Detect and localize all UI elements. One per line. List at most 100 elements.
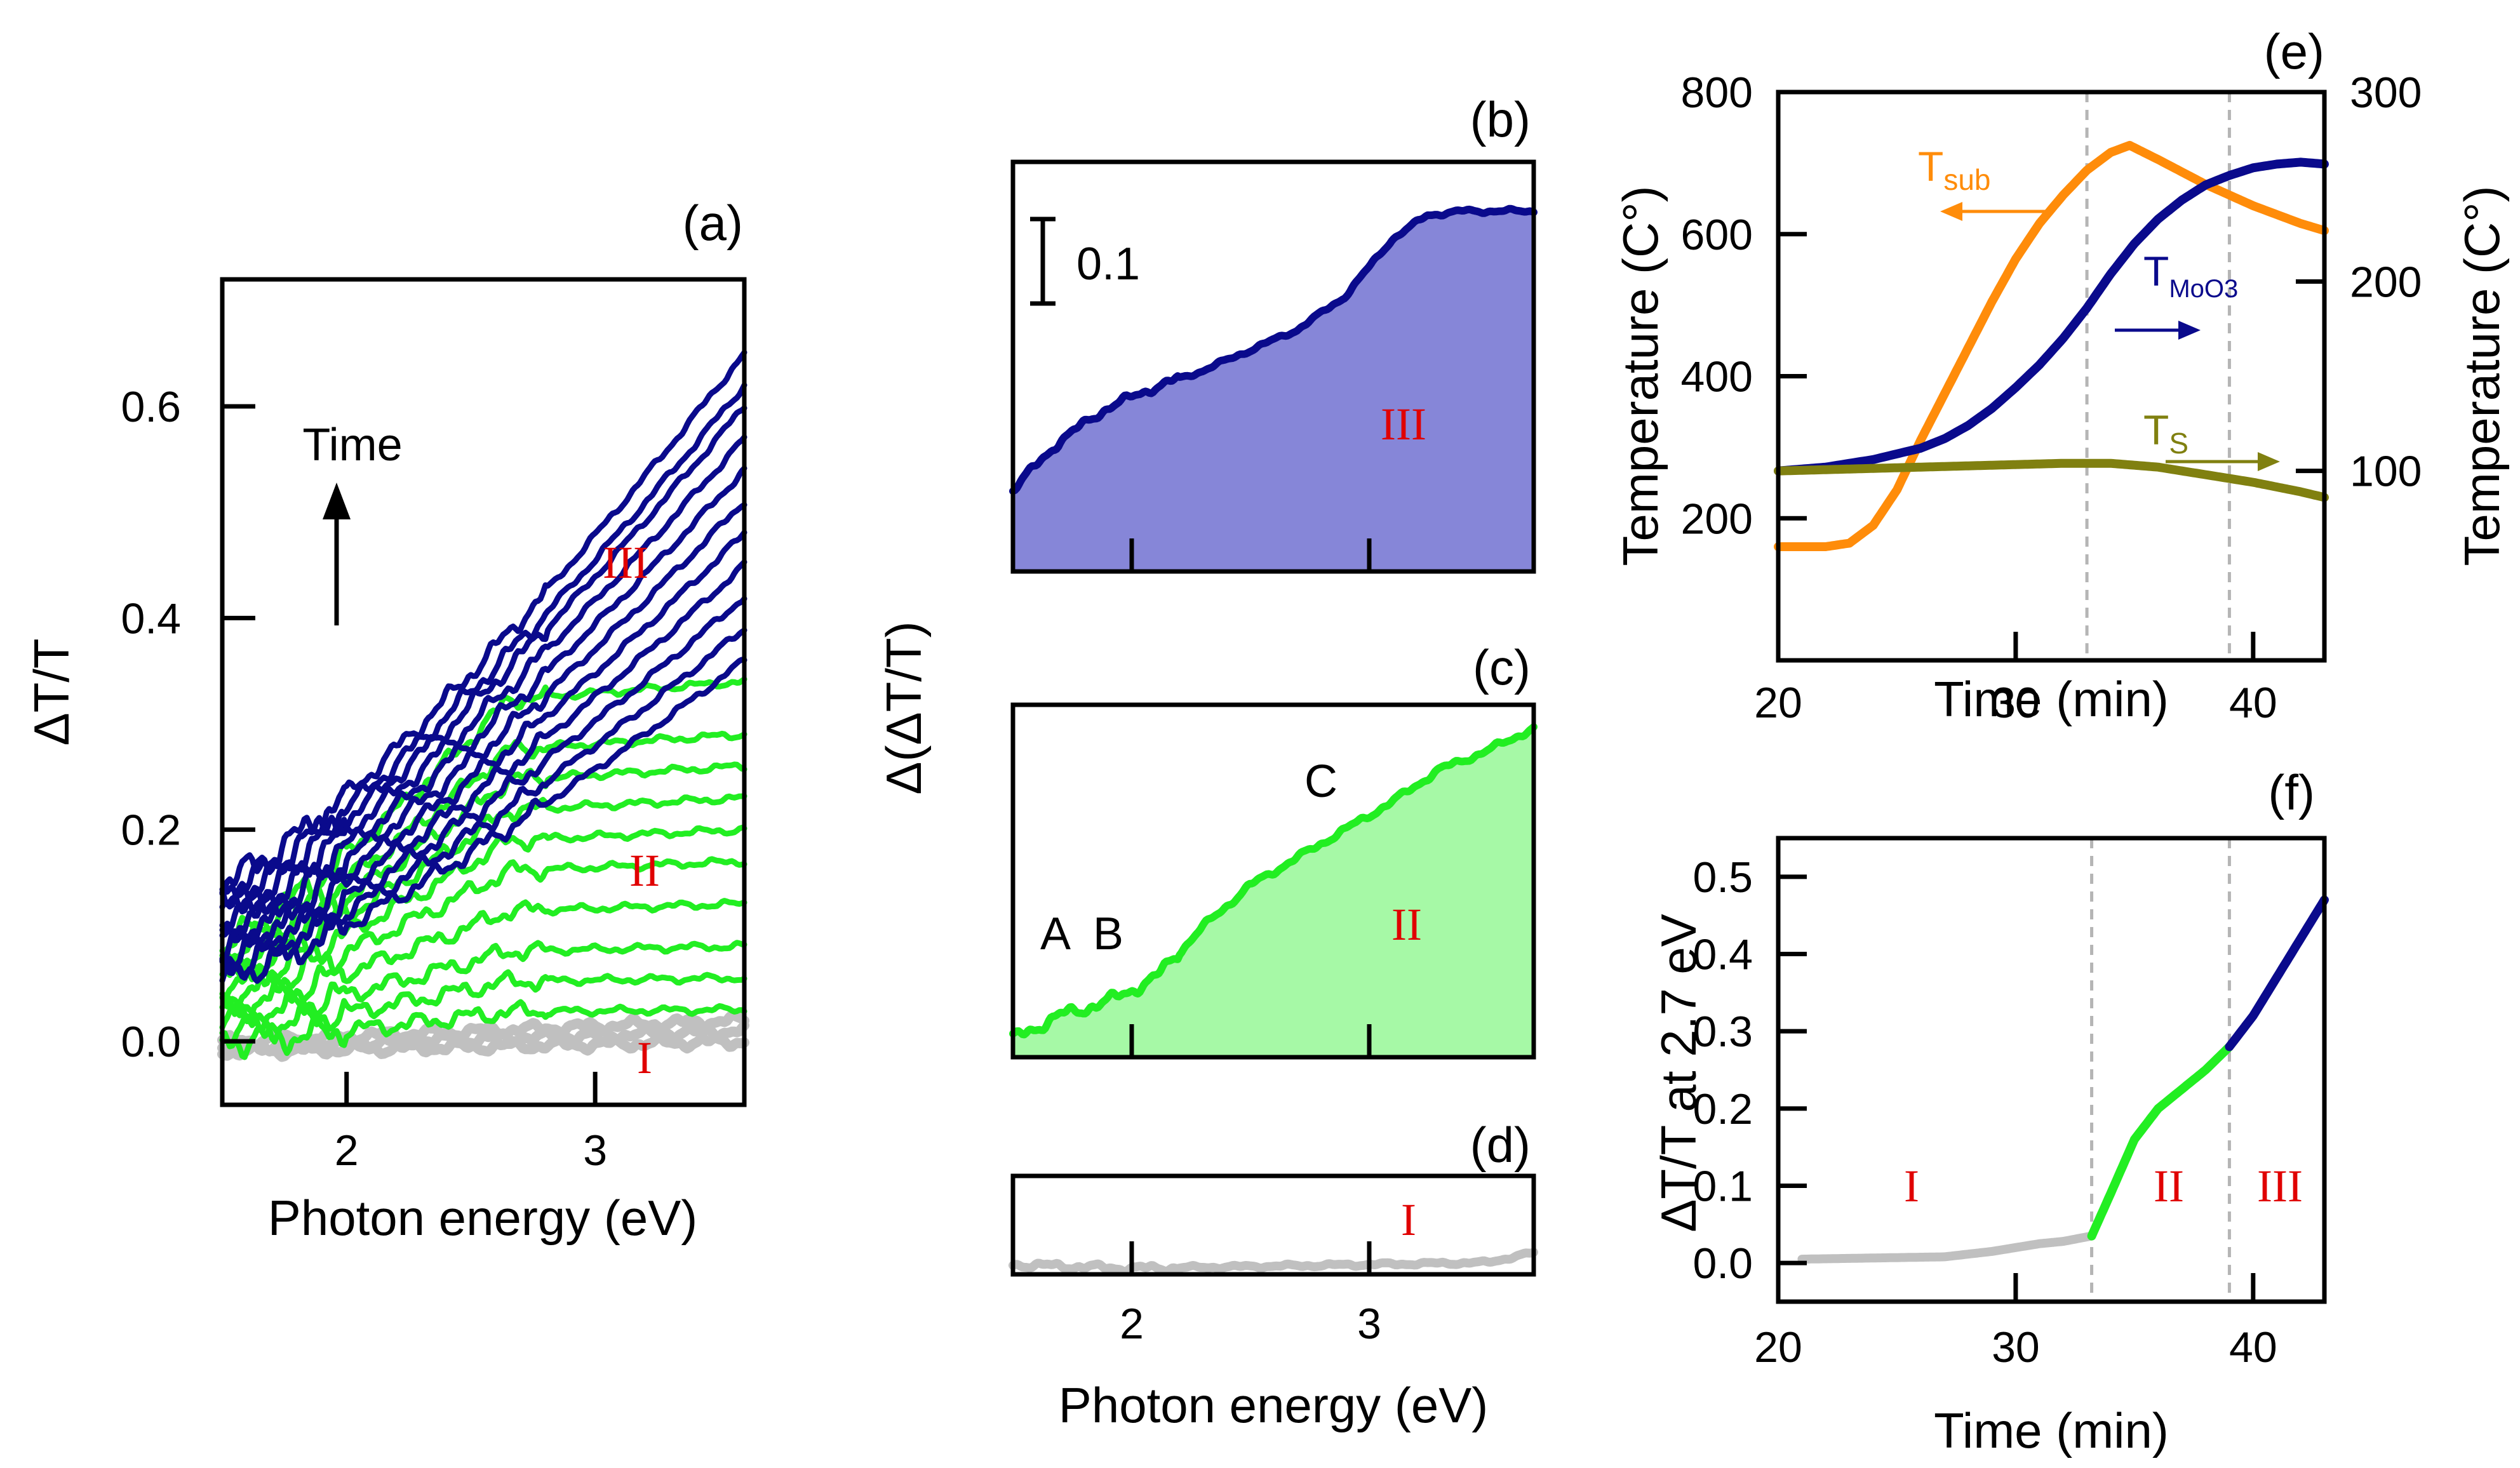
panel-f-frame bbox=[1776, 836, 2327, 1304]
panel-e-series-s bbox=[1774, 458, 2329, 502]
panel-e-ticks: 20 30 40 200 400 600 800 100 200 300 bbox=[1681, 69, 2422, 727]
panel-a-curve-ii-3 bbox=[219, 940, 747, 1034]
panel-f-xlabel: Time (min) bbox=[1934, 1403, 2169, 1458]
panel-b-annotation: III bbox=[1381, 399, 1426, 450]
panel-f-ytick-label: 0.3 bbox=[1692, 1008, 1753, 1056]
panel-f-annotation-iii: III bbox=[2257, 1161, 2303, 1211]
ts-arrow-head bbox=[2258, 452, 2280, 471]
panel-e-ytick-right-label: 200 bbox=[2350, 258, 2422, 306]
panel-e: 20 30 40 200 400 600 800 100 200 300 (e) Time (mi… bbox=[1612, 23, 2510, 727]
panel-e-xtick-label: 30 bbox=[1992, 679, 2040, 727]
panel-f-label: (f) bbox=[2268, 764, 2315, 820]
panel-a-curve-iii-1 bbox=[219, 657, 747, 984]
panel-a-curve-iii-7 bbox=[219, 465, 747, 938]
panel-f-annotation-ii: II bbox=[2154, 1161, 2184, 1211]
panel-e-curves bbox=[1774, 140, 2329, 551]
panels-bcd-ylabel: Δ(ΔT/T) bbox=[876, 621, 932, 794]
panel-e-xtick-label: 20 bbox=[1754, 679, 1802, 727]
panel-f-ytick-label: 0.0 bbox=[1692, 1239, 1753, 1288]
panel-b: (b) 0.1 III bbox=[1009, 91, 1538, 574]
panel-e-series-sub bbox=[1774, 140, 2329, 551]
panel-f-ytick-label: 0.1 bbox=[1692, 1163, 1753, 1211]
panel-e-label: (e) bbox=[2264, 23, 2324, 79]
panel-e-dashed-lines bbox=[2085, 92, 2231, 660]
panel-e-xlabel: Time (min) bbox=[1934, 671, 2169, 727]
panel-a-annotation-iii: III bbox=[603, 537, 648, 588]
peak-b-label: B bbox=[1093, 909, 1123, 959]
panel-f-series-iii bbox=[2225, 895, 2329, 1051]
panel-e-ytick-left-label: 600 bbox=[1681, 211, 1753, 259]
panel-a: 2 3 0.0 0.2 0.4 0.6 (a) Photon energy (eV) ΔT… bbox=[23, 195, 749, 1246]
panel-f-ylabel: ΔT/T at 2.7 eV bbox=[1651, 914, 1706, 1232]
panel-d-annotation: I bbox=[1401, 1194, 1416, 1245]
peak-a-label: A bbox=[1040, 909, 1071, 959]
panel-a-xtick-label: 3 bbox=[583, 1126, 607, 1175]
panel-c: (c) A B C II bbox=[1009, 639, 1538, 1060]
panel-c-area bbox=[1013, 726, 1534, 1057]
panel-f: 20 30 400.00.10.20.30.40.5 (f) Time (min) … bbox=[1651, 764, 2329, 1458]
panel-a-ytick-label: 0.0 bbox=[121, 1018, 181, 1066]
panel-a-xlabel: Photon energy (eV) bbox=[268, 1190, 697, 1246]
panel-e-ytick-left-label: 200 bbox=[1681, 495, 1753, 543]
panel-b-curve bbox=[1009, 204, 1538, 495]
panel-a-ticks: 2 3 0.0 0.2 0.4 0.6 bbox=[121, 383, 607, 1175]
panel-a-curve-iii-2 bbox=[219, 627, 747, 978]
tmoo3-label: TMoO3 bbox=[2143, 248, 2238, 303]
panel-d-frame bbox=[1010, 1173, 1536, 1277]
panel-a-annotation-ii: II bbox=[629, 845, 660, 896]
panel-c-frame bbox=[1010, 702, 1536, 1060]
panel-e-xtick-label: 40 bbox=[2229, 679, 2277, 727]
panel-a-curve-iii-4 bbox=[219, 559, 747, 962]
panel-a-annotation-i: I bbox=[637, 1032, 652, 1083]
peak-c-label: C bbox=[1304, 756, 1337, 807]
panel-b-frame bbox=[1010, 159, 1536, 574]
panel-d-label: (d) bbox=[1470, 1117, 1531, 1173]
panel-a-curve-i-3 bbox=[217, 1010, 749, 1051]
tsub-arrow-head bbox=[1940, 202, 1962, 221]
panel-a-curve-i-2 bbox=[217, 1020, 749, 1057]
panel-f-dashed-lines bbox=[2090, 838, 2231, 1302]
panel-f-xtick-label: 40 bbox=[2229, 1323, 2277, 1371]
panel-a-ylabel: ΔT/T bbox=[23, 638, 79, 745]
panel-f-ytick-label: 0.4 bbox=[1692, 931, 1753, 979]
panel-b-label: (b) bbox=[1470, 91, 1531, 147]
panel-e-ytick-left-label: 400 bbox=[1681, 353, 1753, 401]
panel-e-ylabel-right: Temperature (C°) bbox=[2454, 185, 2510, 566]
tsub-label-subscript: sub bbox=[1943, 163, 1990, 196]
panel-a-ytick-label: 0.6 bbox=[121, 383, 181, 431]
panel-a-xtick-label: 2 bbox=[335, 1126, 359, 1175]
panel-f-xtick-label: 30 bbox=[1992, 1323, 2040, 1371]
panel-e-ylabel-left: Temperature (C°) bbox=[1612, 185, 1668, 566]
panel-d-curve bbox=[1009, 1248, 1538, 1276]
panel-f-ticks: 20 30 40 0.0 0.1 0.2 0.3 0.4 0.5 bbox=[1692, 853, 2277, 1371]
panel-f-ytick-label: 0.5 bbox=[1692, 853, 1753, 902]
panel-c-curve bbox=[1009, 723, 1538, 1039]
panel-a-curve-ii-1 bbox=[219, 999, 747, 1060]
panel-f-series-i bbox=[1797, 1231, 2096, 1264]
tsub-label: Tsub bbox=[1918, 143, 1991, 196]
panel-a-curve-iii-9 bbox=[219, 405, 747, 911]
panel-e-frame bbox=[1776, 90, 2327, 663]
panel-d-tick-label-2: 2 bbox=[1120, 1300, 1144, 1348]
panel-a-curve-iii-11 bbox=[219, 349, 747, 896]
ts-label-subscript: S bbox=[2169, 427, 2188, 460]
panel-f-xtick-label: 20 bbox=[1754, 1323, 1802, 1371]
panel-d-xlabel: Photon energy (eV) bbox=[1059, 1377, 1488, 1433]
panel-a-frame bbox=[220, 277, 747, 1107]
panel-f-curves bbox=[1797, 895, 2329, 1264]
time-arrow-head bbox=[323, 483, 351, 519]
panel-d-tick-label-3: 3 bbox=[1357, 1300, 1381, 1348]
panel-a-curve-iii-8 bbox=[219, 434, 747, 913]
time-arrow-label: Time bbox=[302, 420, 402, 470]
panel-e-ytick-right-label: 300 bbox=[2350, 69, 2422, 117]
panel-d: 2 3 (d) I Photon energy (eV) Δ(ΔT/T) bbox=[876, 621, 1538, 1433]
panel-e-series-moo3 bbox=[1774, 157, 2329, 476]
panel-f-annotation-i: I bbox=[1904, 1161, 1919, 1211]
panel-a-curve-ii-2 bbox=[219, 969, 747, 1050]
panel-e-ytick-right-label: 100 bbox=[2350, 448, 2422, 496]
panel-a-curves bbox=[217, 349, 749, 1062]
panel-b-area bbox=[1013, 208, 1534, 571]
panel-a-curve-ii-10 bbox=[219, 676, 747, 954]
panel-c-annotation: II bbox=[1391, 899, 1422, 950]
